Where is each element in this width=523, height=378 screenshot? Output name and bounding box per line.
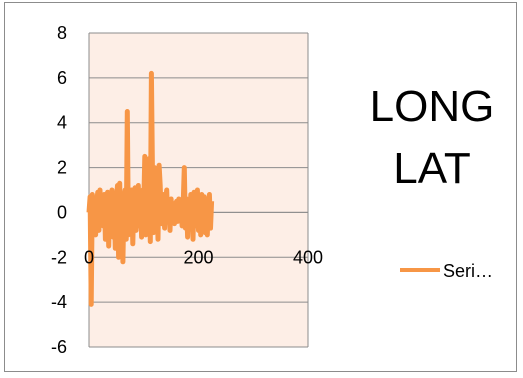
x-tick-label: 0 <box>84 247 94 267</box>
y-tick-label: 8 <box>57 23 67 43</box>
chart-title: LONG LAT <box>370 82 495 193</box>
y-tick-label: 2 <box>57 158 67 178</box>
chart-title-line-2: LAT <box>393 144 470 193</box>
y-tick-label: 4 <box>57 113 67 133</box>
y-tick-label: 6 <box>57 68 67 88</box>
chart-frame: 8 6 4 2 0 -2 -4 -6 0 200 400 LONG LAT Seri… <box>4 2 517 372</box>
x-tick-label: 200 <box>183 247 213 267</box>
chart-title-line-1: LONG <box>370 82 495 131</box>
y-tick-label: 0 <box>57 202 67 222</box>
tick-labels: 8 6 4 2 0 -2 -4 -6 0 200 400 <box>51 23 323 357</box>
legend: Seri… <box>400 261 493 281</box>
y-tick-label: -4 <box>51 292 67 312</box>
y-tick-label: -2 <box>51 247 67 267</box>
series-line-1 <box>86 70 215 307</box>
legend-label-series-1: Seri… <box>443 261 493 281</box>
x-tick-label: 400 <box>293 247 323 267</box>
chart-svg: 8 6 4 2 0 -2 -4 -6 0 200 400 LONG LAT Seri… <box>51 23 495 357</box>
series-group <box>86 70 215 307</box>
y-tick-label: -6 <box>51 337 67 357</box>
